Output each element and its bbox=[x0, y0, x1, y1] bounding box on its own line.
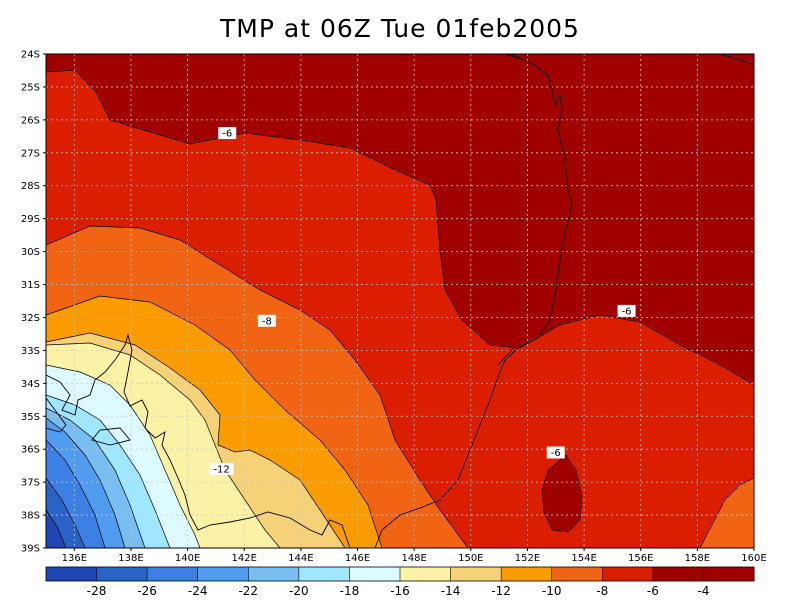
lon-tick-label: 148E bbox=[401, 553, 426, 564]
contour-labels: -6 -8 -12 -6 -6 bbox=[209, 127, 636, 475]
contour-label-box bbox=[209, 462, 234, 475]
lat-tick-label: 29S bbox=[21, 214, 40, 225]
band-below-minus28 bbox=[46, 510, 66, 548]
lon-tick-label: 136E bbox=[62, 553, 87, 564]
gridlines bbox=[46, 54, 754, 548]
contour-label-box bbox=[546, 446, 565, 459]
coastlines-borders bbox=[46, 54, 754, 548]
colorbar-swatch bbox=[652, 567, 704, 581]
colorbar-label: -6 bbox=[647, 584, 659, 598]
colorbar-label: -16 bbox=[390, 584, 410, 598]
lat-tick-label: 33S bbox=[21, 346, 40, 357]
longitude-labels: 136E 138E 140E 142E 144E 146E 148E 150E 152E 154E… bbox=[62, 548, 767, 564]
colorbar-swatch bbox=[298, 567, 350, 581]
contour-label: -6 bbox=[622, 306, 632, 317]
colorbar-swatch bbox=[703, 567, 755, 581]
lat-tick-label: 28S bbox=[21, 181, 40, 192]
lon-tick-label: 144E bbox=[288, 553, 313, 564]
colorbar-swatch bbox=[46, 567, 98, 581]
contour-label: -6 bbox=[222, 129, 232, 140]
lat-tick-label: 38S bbox=[21, 511, 40, 522]
lat-tick-label: 34S bbox=[21, 379, 40, 390]
colorbar-label: -20 bbox=[289, 584, 309, 598]
colorbar-label: -10 bbox=[542, 584, 562, 598]
lon-tick-label: 160E bbox=[741, 553, 766, 564]
lat-tick-label: 36S bbox=[21, 445, 40, 456]
contour-lines bbox=[46, 69, 754, 548]
colorbar-label: -26 bbox=[137, 584, 157, 598]
lat-tick-label: 30S bbox=[21, 247, 40, 258]
lon-tick-label: 142E bbox=[232, 553, 257, 564]
colorbar-label: -14 bbox=[441, 584, 461, 598]
colorbar-label: -24 bbox=[188, 584, 208, 598]
contour-label: -12 bbox=[213, 464, 229, 475]
lon-tick-label: 140E bbox=[175, 553, 200, 564]
contour-label-box bbox=[257, 314, 276, 327]
colorbar-swatch bbox=[147, 567, 199, 581]
colorbar-swatch bbox=[400, 567, 452, 581]
colorbar-label: -12 bbox=[491, 584, 511, 598]
colorbar-label: -28 bbox=[87, 584, 107, 598]
colorbar-swatch bbox=[450, 567, 502, 581]
band-minus6-minus4-blob bbox=[541, 454, 583, 533]
lon-tick-label: 146E bbox=[345, 553, 370, 564]
map-fill-layer: -6 -8 -12 -6 -6 bbox=[46, 54, 754, 548]
lon-tick-label: 150E bbox=[458, 553, 483, 564]
colorbar-label: -8 bbox=[596, 584, 608, 598]
colorbar-swatch bbox=[602, 567, 654, 581]
lat-tick-label: 26S bbox=[21, 115, 40, 126]
contour-label: -6 bbox=[551, 448, 561, 459]
band-minus10-minus8-east bbox=[699, 477, 754, 548]
map-frame bbox=[45, 53, 755, 549]
lat-tick-label: 24S bbox=[21, 50, 40, 61]
lat-tick-label: 35S bbox=[21, 412, 40, 423]
lat-tick-label: 27S bbox=[21, 148, 40, 159]
colorbar: -28 -26 -24 -22 -20 -18 -16 -14 -12 -10 -8 -6 -4 bbox=[45, 566, 755, 598]
colorbar-label: -18 bbox=[340, 584, 360, 598]
lon-tick-label: 158E bbox=[685, 553, 710, 564]
lon-tick-label: 152E bbox=[515, 553, 540, 564]
lat-tick-label: 39S bbox=[21, 544, 40, 555]
contour-label-box bbox=[218, 127, 237, 140]
colorbar-swatch bbox=[501, 567, 553, 581]
lat-tick-label: 37S bbox=[21, 478, 40, 489]
lon-tick-label: 154E bbox=[571, 553, 596, 564]
lat-tick-label: 31S bbox=[21, 280, 40, 291]
colorbar-swatch bbox=[248, 567, 300, 581]
colorbar-label: -4 bbox=[697, 584, 709, 598]
colorbar-swatch bbox=[96, 567, 148, 581]
colorbar-label: -22 bbox=[238, 584, 258, 598]
colorbar-swatch bbox=[349, 567, 401, 581]
colorbar-swatch bbox=[197, 567, 249, 581]
colorbar-swatch bbox=[551, 567, 603, 581]
lon-tick-label: 156E bbox=[628, 553, 653, 564]
lon-tick-label: 138E bbox=[118, 553, 143, 564]
contour-label: -8 bbox=[262, 316, 272, 327]
contour-label-box bbox=[617, 304, 636, 317]
map-title: TMP at 06Z Tue 01feb2005 bbox=[220, 14, 580, 43]
latitude-labels: 24S 25S 26S 27S 28S 29S 30S 31S 32S 33S 34S 35S 36S 3… bbox=[21, 50, 46, 555]
lat-tick-label: 32S bbox=[21, 313, 40, 324]
lat-tick-label: 25S bbox=[21, 82, 40, 93]
